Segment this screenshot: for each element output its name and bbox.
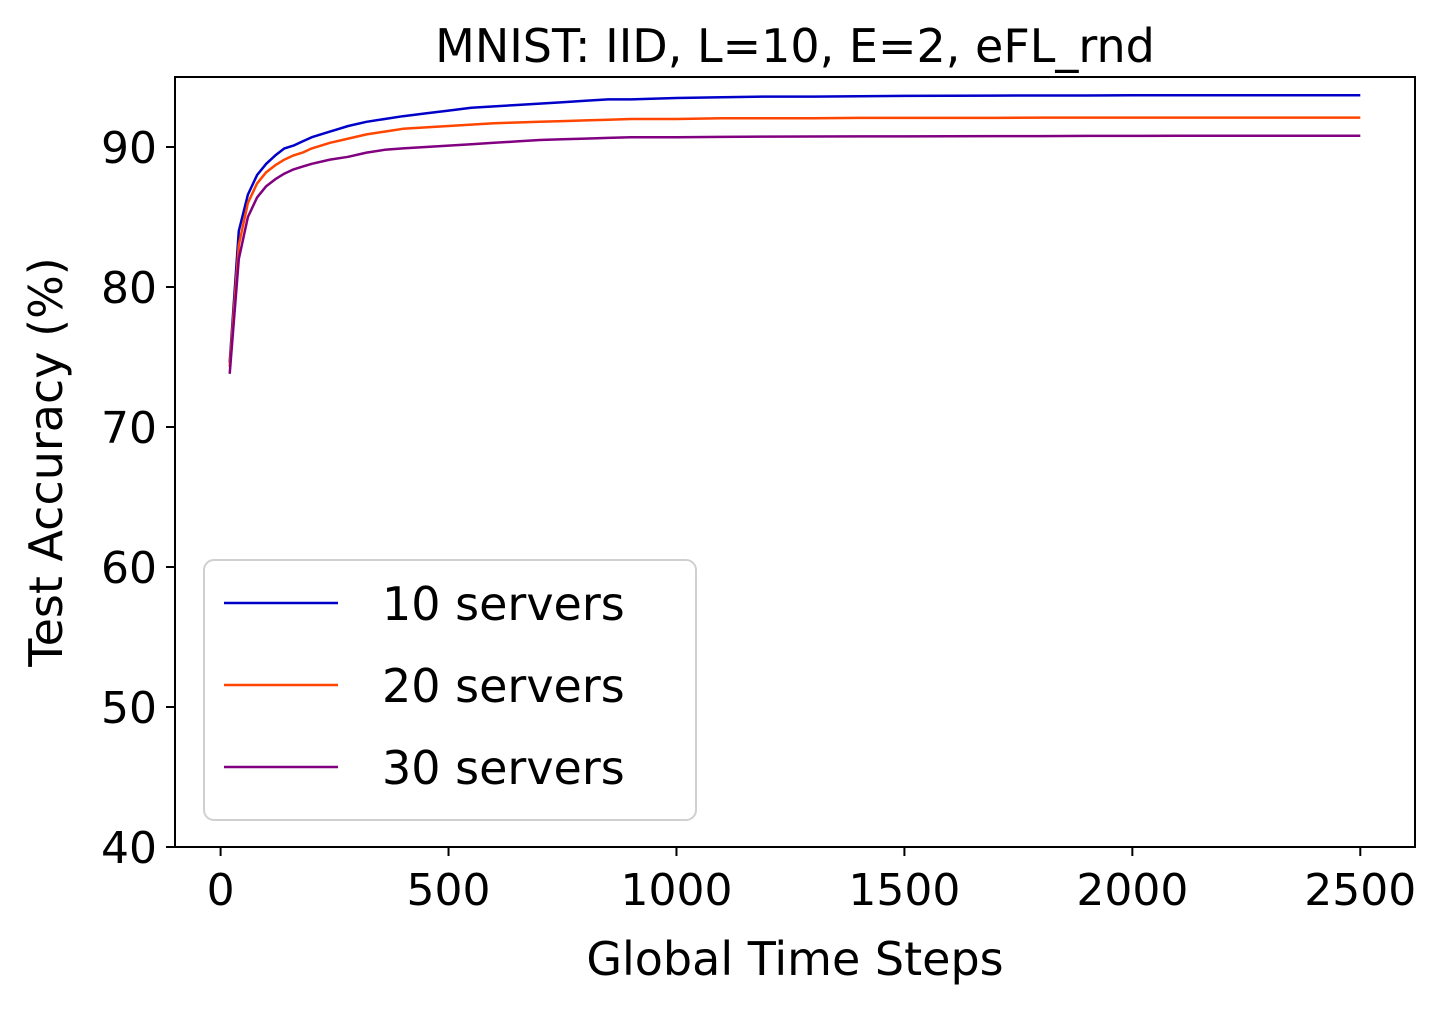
legend-box <box>203 559 697 821</box>
legend-label-3: 30 servers <box>382 741 625 795</box>
x-tick-label: 500 <box>407 865 491 916</box>
x-tick-label: 2500 <box>1304 865 1416 916</box>
plot-lines <box>228 93 1361 374</box>
series-line-1 <box>228 93 1361 363</box>
y-tick-label: 80 <box>101 263 157 314</box>
x-axis-label: Global Time Steps <box>586 932 1003 986</box>
y-tick-label: 50 <box>101 683 157 734</box>
x-tick-label: 1000 <box>620 865 732 916</box>
plot-frame <box>174 76 1416 848</box>
legend-items: 10 servers 20 servers 30 servers <box>224 577 625 795</box>
y-tick-label: 60 <box>101 543 157 594</box>
x-tick-label: 1500 <box>848 865 960 916</box>
y-tick-label: 40 <box>101 823 157 874</box>
x-tick-label: 2000 <box>1076 865 1188 916</box>
legend-label-1: 10 servers <box>382 577 625 631</box>
series-line-3 <box>228 134 1361 374</box>
x-axis-ticks: 0 500 1000 1500 2000 2500 <box>207 847 1416 916</box>
y-axis-label: Test Accuracy (%) <box>19 257 73 667</box>
series-line-2 <box>228 116 1361 367</box>
y-tick-label: 90 <box>101 123 157 174</box>
y-tick-label: 70 <box>101 403 157 454</box>
legend: 10 servers 20 servers 30 servers <box>203 559 697 821</box>
x-tick-label: 0 <box>207 865 235 916</box>
y-axis-ticks: 40 50 60 70 80 90 <box>101 123 175 874</box>
legend-label-2: 20 servers <box>382 659 625 713</box>
chart-title: MNIST: IID, L=10, E=2, eFL_rnd <box>435 19 1155 73</box>
